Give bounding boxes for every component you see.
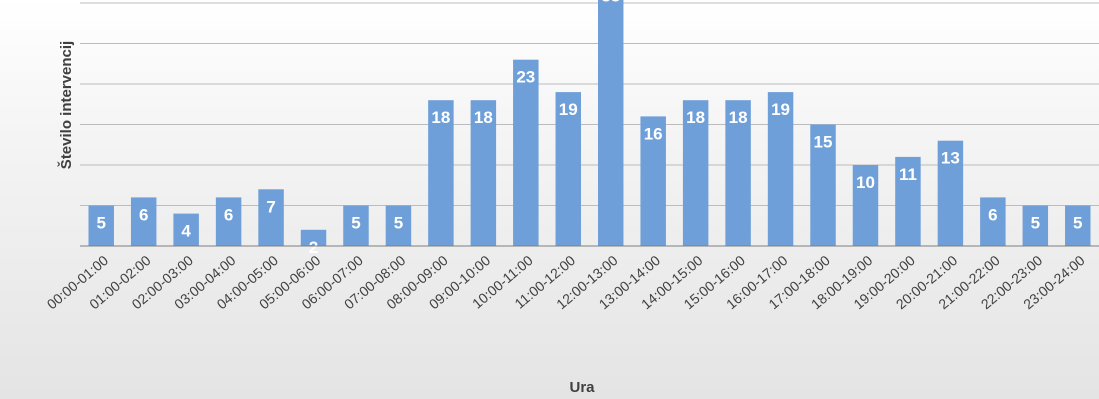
data-label: 18 xyxy=(474,108,493,127)
bar xyxy=(810,124,836,246)
bar xyxy=(300,229,327,246)
bar xyxy=(555,92,582,246)
data-labels: 5 6 4 6 7 2 5 5 18 18 23 19 33 16 18 18 19 15 10 11 13 6 5 5 xyxy=(96,0,1082,257)
bar xyxy=(470,100,497,246)
bar xyxy=(88,205,114,246)
bar xyxy=(682,100,709,246)
bar xyxy=(937,140,964,246)
data-label: 7 xyxy=(266,197,275,216)
data-label: 5 xyxy=(1031,214,1040,233)
y-axis-title: Število intervencij xyxy=(57,41,75,169)
bar xyxy=(895,156,921,246)
data-label: 18 xyxy=(431,108,450,127)
bar xyxy=(130,197,157,246)
data-label: 4 xyxy=(181,222,191,241)
data-label: 18 xyxy=(729,108,748,127)
data-label: 5 xyxy=(351,214,360,233)
data-label: 18 xyxy=(686,108,705,127)
data-label: 11 xyxy=(899,165,917,184)
bar xyxy=(640,116,666,247)
bar xyxy=(343,205,369,246)
bar xyxy=(215,197,242,246)
bar xyxy=(513,59,539,247)
bar xyxy=(1065,205,1091,246)
data-label: 19 xyxy=(771,100,790,119)
data-label: 6 xyxy=(988,205,997,224)
bar xyxy=(258,189,284,246)
bar xyxy=(597,0,624,246)
data-label: 10 xyxy=(856,173,875,192)
x-axis-title: Ura xyxy=(569,379,595,396)
bar xyxy=(173,213,199,246)
data-label: 2 xyxy=(309,238,318,257)
data-label: 13 xyxy=(941,149,960,168)
data-label: 15 xyxy=(814,133,833,152)
data-label: 6 xyxy=(139,205,148,224)
bar xyxy=(1022,205,1049,246)
data-label: 23 xyxy=(516,68,535,87)
data-label: 16 xyxy=(644,124,663,143)
bar xyxy=(725,100,751,246)
data-label: 5 xyxy=(96,214,105,233)
bar xyxy=(852,165,879,246)
bar xyxy=(385,205,412,246)
bar xyxy=(980,197,1006,246)
gridlines xyxy=(80,2,1099,206)
bar xyxy=(767,92,794,246)
bars xyxy=(88,0,1091,247)
data-label: 6 xyxy=(224,205,233,224)
data-label: 5 xyxy=(394,214,403,233)
data-label: 33 xyxy=(601,0,620,6)
bar xyxy=(428,100,454,246)
x-tick-labels: 00:00-01:0001:00-02:0002:00-03:0003:00-0… xyxy=(44,252,1088,312)
data-label: 19 xyxy=(559,100,578,119)
data-label: 5 xyxy=(1073,214,1082,233)
